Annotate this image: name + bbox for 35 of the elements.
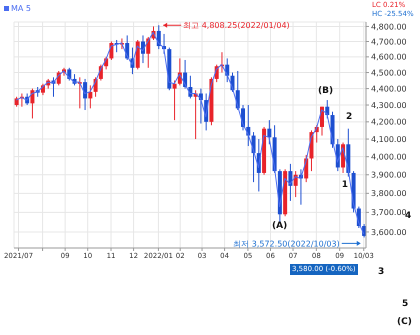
candlestick xyxy=(88,84,92,109)
y-tick-label: 3,700.00 xyxy=(371,208,407,218)
annotation: 최고 4,808.25(2022/01/04) xyxy=(183,21,290,30)
text: (C) xyxy=(397,317,412,327)
candlestick xyxy=(288,163,292,202)
candlestick xyxy=(236,70,240,111)
y-tick-label: 3,600.00 xyxy=(371,228,407,237)
annotation: 1 xyxy=(342,180,348,190)
y-tick-label: 3,800.00 xyxy=(371,189,407,198)
y-tick-label: 4,800.00 xyxy=(371,22,407,32)
candlestick xyxy=(30,88,34,119)
y-tick-label: 4,600.00 xyxy=(371,52,407,62)
candlestick xyxy=(14,96,19,108)
text: 5 xyxy=(402,299,408,309)
y-tick-label: 4,700.00 xyxy=(371,37,407,46)
y-tick-label: 4,200.00 xyxy=(371,118,407,127)
annotation: (A) xyxy=(272,221,288,231)
candlestick xyxy=(83,78,88,111)
y-tick-label: 3,900.00 xyxy=(371,170,407,180)
candlestick xyxy=(267,120,272,145)
y-tick-label: 4,100.00 xyxy=(371,134,407,144)
annotation: 2 xyxy=(346,112,352,122)
candlestick xyxy=(56,70,61,86)
legend-label: MA 5 xyxy=(10,4,32,13)
annotation: 최저 3,572.50(2022/10/03) xyxy=(233,239,340,248)
y-tick-label: 4,400.00 xyxy=(371,84,407,94)
line-series xyxy=(16,32,364,234)
candlestick xyxy=(320,106,324,136)
y-tick-label: 4,300.00 xyxy=(371,100,407,110)
candlestick xyxy=(172,80,177,121)
y-tick-label: 4,500.00 xyxy=(371,68,407,78)
text: 4 xyxy=(405,211,412,221)
y-tick-label: 4,000.00 xyxy=(371,152,407,162)
text: 3 xyxy=(378,267,384,277)
annotation: (B) xyxy=(318,86,334,96)
